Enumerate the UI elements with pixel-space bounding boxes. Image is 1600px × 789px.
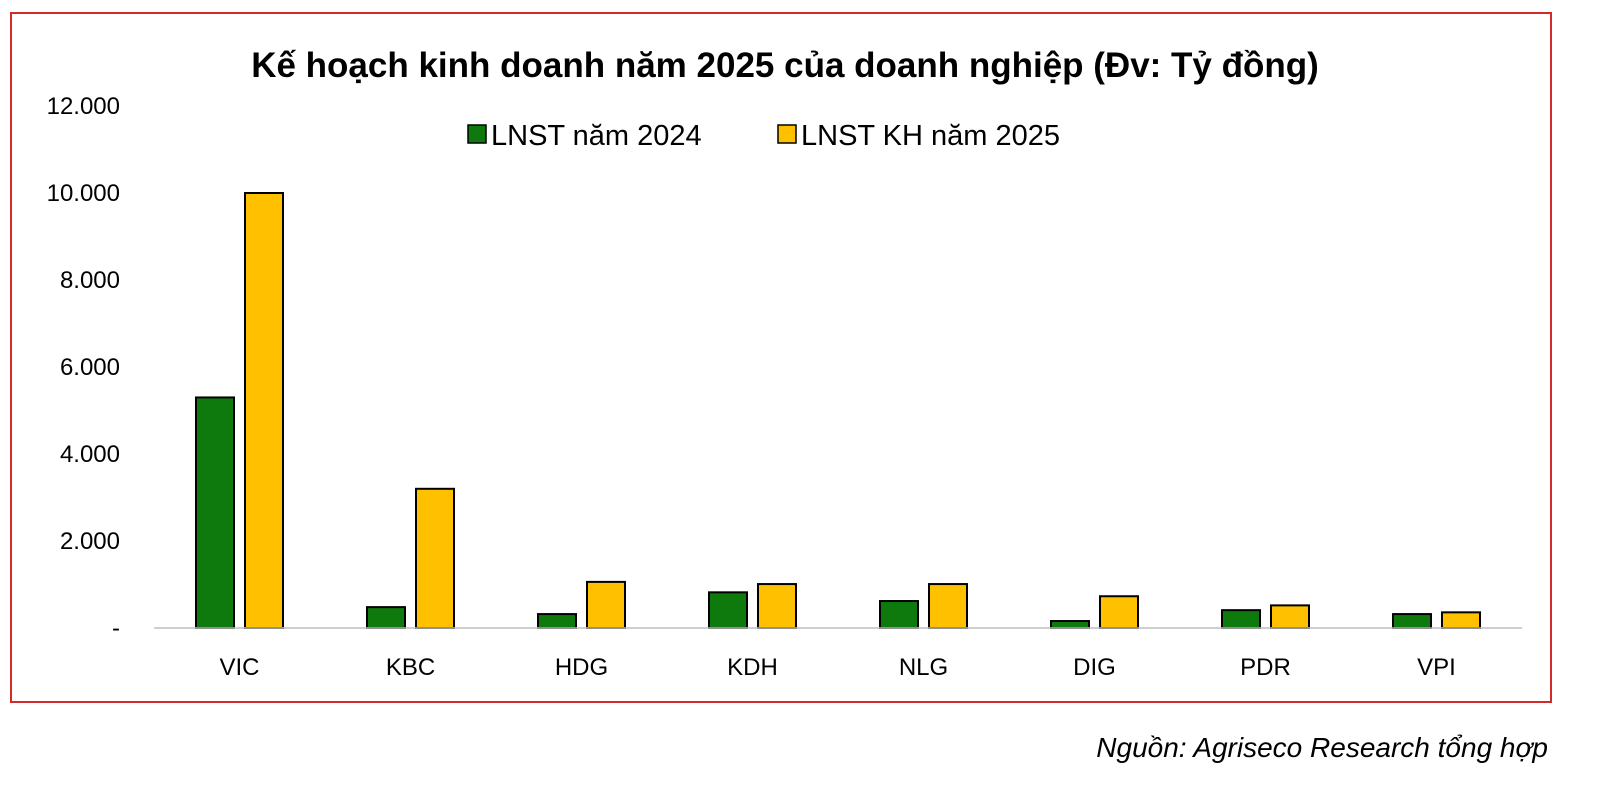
chart-frame: Kế hoạch kinh doanh năm 2025 của doanh n… <box>10 12 1552 703</box>
y-tick-label: 2.000 <box>60 528 120 555</box>
y-tick-label: 4.000 <box>60 441 120 468</box>
bar-pdr-series-2 <box>1270 604 1310 630</box>
y-tick-label: 12.000 <box>47 93 120 120</box>
legend: LNST năm 2024 LNST KH năm 2025 <box>467 120 1060 152</box>
x-category-label: KBC <box>386 654 435 681</box>
x-axis: VIC KBC HDG KDH NLG DIG PDR VPI <box>219 654 1455 681</box>
bars <box>195 192 1481 630</box>
y-tick-label: 8.000 <box>60 267 120 294</box>
y-tick-label: 6.000 <box>60 354 120 381</box>
bar-hdg-series-1 <box>537 613 577 630</box>
bar-vpi-series-1 <box>1392 613 1432 630</box>
x-category-label: VIC <box>219 654 259 681</box>
x-category-label: PDR <box>1240 654 1291 681</box>
x-category-label: KDH <box>727 654 778 681</box>
y-tick-label: - <box>112 615 120 642</box>
bar-kdh-series-1 <box>708 591 748 630</box>
bar-nlg-series-1 <box>879 600 919 630</box>
x-category-label: NLG <box>899 654 948 681</box>
bar-kbc-series-1 <box>366 606 406 629</box>
legend-label: LNST năm 2024 <box>491 120 702 152</box>
bar-vic-series-1 <box>195 396 235 630</box>
bar-dig-series-1 <box>1050 620 1090 629</box>
bar-vpi-series-2 <box>1441 611 1481 630</box>
bar-kbc-series-2 <box>415 487 455 629</box>
bar-hdg-series-2 <box>586 580 626 630</box>
bar-kdh-series-2 <box>757 583 797 630</box>
bar-pdr-series-1 <box>1221 609 1261 629</box>
source-note: Nguồn: Agriseco Research tổng hợp <box>1096 732 1548 763</box>
chart-title: Kế hoạch kinh doanh năm 2025 của doanh n… <box>251 46 1319 85</box>
x-category-label: DIG <box>1073 654 1116 681</box>
y-axis: - 2.000 4.000 6.000 8.000 10.000 12.000 <box>47 93 120 642</box>
legend-label: LNST KH năm 2025 <box>801 120 1060 152</box>
legend-swatch <box>777 124 797 144</box>
bar-chart: Kế hoạch kinh doanh năm 2025 của doanh n… <box>47 46 1522 681</box>
x-category-label: VPI <box>1417 654 1456 681</box>
legend-swatch <box>467 124 487 144</box>
bar-vic-series-2 <box>244 192 284 629</box>
y-tick-label: 10.000 <box>47 180 120 207</box>
bar-nlg-series-2 <box>928 583 968 630</box>
x-category-label: HDG <box>555 654 608 681</box>
bar-dig-series-2 <box>1099 595 1139 629</box>
